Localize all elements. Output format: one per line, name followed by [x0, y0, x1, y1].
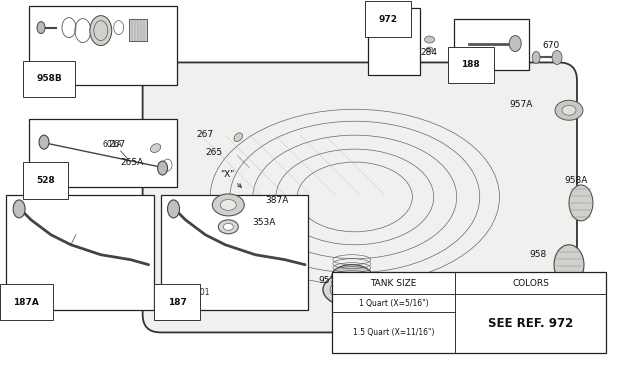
Ellipse shape — [37, 22, 45, 34]
Ellipse shape — [509, 35, 521, 51]
Text: 601A: 601A — [103, 140, 123, 149]
Bar — [368, 8, 420, 76]
Ellipse shape — [90, 16, 112, 46]
Bar — [6, 195, 154, 310]
Ellipse shape — [39, 135, 49, 149]
Text: 265A: 265A — [121, 158, 144, 167]
Text: 528: 528 — [36, 176, 55, 185]
Ellipse shape — [562, 105, 576, 115]
Ellipse shape — [532, 51, 540, 64]
Text: 187A: 187A — [13, 297, 39, 307]
Text: 187: 187 — [167, 297, 187, 307]
Bar — [29, 119, 177, 187]
Ellipse shape — [151, 144, 161, 153]
Ellipse shape — [13, 200, 25, 218]
Text: 265: 265 — [205, 148, 223, 157]
Ellipse shape — [218, 220, 238, 234]
Ellipse shape — [220, 199, 236, 210]
Text: 958A: 958A — [564, 176, 587, 185]
Ellipse shape — [561, 277, 577, 289]
Bar — [129, 19, 146, 41]
Text: 601: 601 — [29, 288, 43, 297]
Text: 1 Quart (X=5/16"): 1 Quart (X=5/16") — [358, 299, 428, 308]
Text: 267: 267 — [108, 140, 126, 149]
Ellipse shape — [323, 273, 381, 307]
Text: 387A: 387A — [265, 196, 288, 205]
Text: 284: 284 — [420, 49, 438, 57]
Bar — [332, 272, 606, 353]
Ellipse shape — [213, 194, 244, 216]
Ellipse shape — [167, 200, 180, 218]
Text: 670: 670 — [542, 41, 559, 50]
Text: 188: 188 — [461, 61, 480, 69]
Text: eReplacementParts.com: eReplacementParts.com — [238, 164, 382, 177]
Ellipse shape — [425, 36, 435, 43]
Ellipse shape — [569, 185, 593, 221]
Text: 958: 958 — [529, 250, 546, 259]
Text: "X": "X" — [220, 170, 241, 187]
FancyBboxPatch shape — [143, 62, 577, 333]
Ellipse shape — [234, 133, 242, 142]
Text: 972: 972 — [379, 15, 398, 24]
Ellipse shape — [157, 161, 167, 175]
Text: 353A: 353A — [252, 218, 276, 227]
Ellipse shape — [332, 265, 372, 287]
Bar — [454, 19, 529, 70]
Bar — [161, 195, 308, 310]
Text: 267: 267 — [197, 130, 213, 139]
Text: COLORS: COLORS — [512, 278, 549, 288]
Ellipse shape — [223, 223, 233, 230]
Ellipse shape — [555, 100, 583, 120]
Text: SEE REF. 972: SEE REF. 972 — [488, 318, 574, 330]
Ellipse shape — [554, 245, 584, 285]
Text: 601: 601 — [195, 288, 210, 297]
Ellipse shape — [426, 47, 433, 52]
Text: 957A: 957A — [509, 100, 533, 109]
Text: 958B: 958B — [36, 74, 62, 83]
Ellipse shape — [552, 50, 562, 65]
Text: TANK SIZE: TANK SIZE — [370, 278, 417, 288]
Text: 1.5 Quart (X=11/16"): 1.5 Quart (X=11/16") — [353, 328, 434, 338]
Text: 957: 957 — [318, 276, 335, 285]
Bar — [29, 6, 177, 85]
